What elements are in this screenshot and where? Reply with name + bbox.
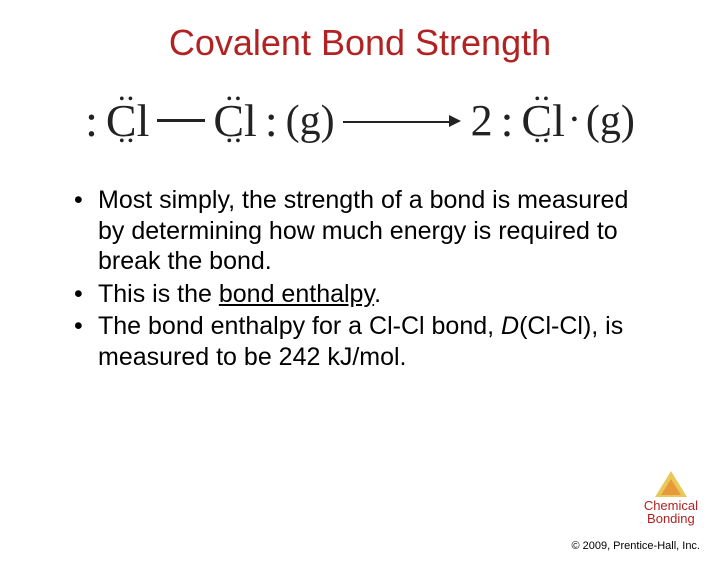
logo-text-1: Chemical xyxy=(644,499,698,513)
logo-text-2: Bonding xyxy=(644,512,698,526)
reactant-cl-left: •• Cl •• xyxy=(106,98,149,144)
coefficient: 2 xyxy=(471,95,493,146)
page-title: Covalent Bond Strength xyxy=(0,22,720,64)
phase-reactant: (g) xyxy=(286,97,335,145)
logo: Chemical Bonding xyxy=(644,471,698,526)
phase-product: (g) xyxy=(586,97,635,145)
radical-dot: • xyxy=(571,109,578,132)
chemical-equation: : •• Cl •• •• Cl •• : (g) 2 : •• Cl •• •… xyxy=(0,94,720,147)
copyright: © 2009, Prentice-Hall, Inc. xyxy=(571,540,700,552)
lone-pair-right: : xyxy=(265,94,278,147)
bullet-2: This is the bond enthalpy. xyxy=(70,279,650,310)
reaction-arrow xyxy=(343,107,463,135)
bond-line xyxy=(157,119,205,122)
bullet-1: Most simply, the strength of a bond is m… xyxy=(70,185,650,277)
bullet-list: Most simply, the strength of a bond is m… xyxy=(70,185,650,372)
bullet-3: The bond enthalpy for a Cl-Cl bond, D(Cl… xyxy=(70,311,650,372)
product-cl: •• Cl •• xyxy=(521,98,564,144)
lone-pair-left: : xyxy=(85,94,98,147)
lone-pair-product-left: : xyxy=(501,94,514,147)
triangle-icon xyxy=(655,471,687,497)
reactant-cl-right: •• Cl •• xyxy=(213,98,256,144)
